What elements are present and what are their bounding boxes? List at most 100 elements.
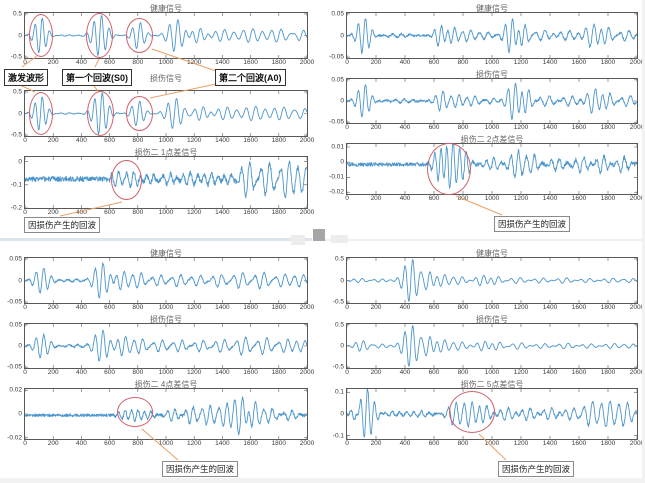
x-tick-label: 200 <box>47 440 59 447</box>
x-tick-label: 200 <box>47 209 59 216</box>
x-tick-label: 0 <box>345 440 349 447</box>
x-tick-label: 600 <box>428 440 440 447</box>
x-tick-label: 200 <box>370 304 382 311</box>
x-tick-label: 1200 <box>513 124 529 131</box>
x-tick-label: 600 <box>428 124 440 131</box>
callout-label: 第一个回波(S0) <box>62 69 133 86</box>
x-tick-label: 400 <box>75 59 87 66</box>
quadrant-tl: 健康信号 0.5 0 -0.5 0 200 400 600 800 1000 1200 1400 160… <box>2 3 315 238</box>
x-tick-label: 2000 <box>629 59 645 66</box>
x-tick-label: 1200 <box>186 304 202 311</box>
x-tick-label: 1000 <box>158 369 174 376</box>
x-tick-label: 1800 <box>271 369 287 376</box>
x-tick-label: 600 <box>104 209 116 216</box>
x-tick-label: 1000 <box>158 137 174 144</box>
y-tick-label: 0 <box>18 158 22 166</box>
signal-waveform <box>24 396 308 436</box>
y-tick-label: -0.05 <box>7 298 22 306</box>
plot-area <box>346 388 638 440</box>
page-edge-bottom <box>0 478 645 483</box>
tick-marks <box>346 144 638 194</box>
highlight-ellipse <box>86 13 114 58</box>
y-tick-label: -0.2 <box>10 204 22 212</box>
plot-title: 损伤信号 <box>150 74 182 83</box>
x-tick-label: 1800 <box>271 209 287 216</box>
highlight-ellipse <box>448 390 495 433</box>
x-tick-label: 2000 <box>299 304 315 311</box>
x-tick-label: 400 <box>399 195 411 202</box>
x-tick-label: 1800 <box>600 440 616 447</box>
damage-echo-note: 因损伤产生的回波 <box>162 461 239 477</box>
y-tick-label: 0 <box>340 32 344 39</box>
y-tick-label: 0 <box>340 158 344 166</box>
x-tick-label: 2000 <box>299 59 315 66</box>
x-tick-label: 800 <box>132 440 144 447</box>
y-tick-label: -0.5 <box>332 298 344 306</box>
x-tick-label: 1600 <box>243 137 258 144</box>
y-tick-label: 0 <box>18 110 22 117</box>
plot-area <box>346 257 638 304</box>
x-tick-label: 200 <box>47 369 59 376</box>
highlight-ellipse <box>125 96 153 131</box>
y-tick-label: -0.01 <box>329 173 344 181</box>
x-tick-label: 1000 <box>484 440 500 447</box>
x-tick-label: 1600 <box>571 124 587 131</box>
x-tick-label: 800 <box>457 59 469 66</box>
x-tick-label: 600 <box>104 369 116 376</box>
plot-title: 损伤二 4点差信号 <box>134 380 198 389</box>
x-tick-label: 1200 <box>186 59 202 66</box>
highlight-ellipse <box>29 14 54 57</box>
x-tick-label: 0 <box>23 137 27 144</box>
signal-waveform <box>24 262 308 299</box>
x-tick-label: 400 <box>75 304 87 311</box>
x-tick-label: 1000 <box>158 440 174 447</box>
x-tick-label: 200 <box>370 124 382 131</box>
y-tick-label: -0.5 <box>10 131 22 139</box>
callout-label: 第二个回波(A0) <box>215 69 286 86</box>
x-tick-label: 1600 <box>571 440 587 447</box>
x-tick-label: 600 <box>104 304 116 311</box>
x-tick-label: 0 <box>345 304 349 311</box>
x-tick-label: 2000 <box>629 124 645 131</box>
x-tick-label: 1200 <box>186 209 202 216</box>
x-tick-label: 2000 <box>299 209 315 216</box>
x-tick-label: 800 <box>457 195 469 202</box>
x-tick-label: 200 <box>370 440 382 447</box>
x-tick-label: 1200 <box>513 59 529 66</box>
x-tick-label: 1800 <box>600 195 616 202</box>
signal-waveform <box>24 329 308 362</box>
x-tick-label: 0 <box>345 195 349 202</box>
damage-echo-note: 因损伤产生的回波 <box>24 217 101 233</box>
x-tick-label: 1800 <box>600 59 616 66</box>
y-tick-label: 0.5 <box>12 88 22 96</box>
x-tick-label: 200 <box>370 195 382 202</box>
x-tick-label: 1200 <box>186 137 202 144</box>
x-tick-label: 1400 <box>542 124 558 131</box>
signal-waveform <box>346 82 638 120</box>
y-tick-label: -0.05 <box>7 363 22 371</box>
resize-handle[interactable] <box>313 229 325 241</box>
x-tick-label: 1800 <box>600 124 616 131</box>
waveform-plot <box>24 324 308 368</box>
plot-title: 健康信号 <box>476 249 508 258</box>
x-tick-label: 1600 <box>243 440 258 447</box>
signal-waveform <box>346 143 638 189</box>
x-tick-label: 1800 <box>271 137 287 144</box>
highlight-ellipse <box>427 143 471 195</box>
x-tick-label: 1400 <box>215 304 230 311</box>
half-divider-left <box>0 238 312 241</box>
x-tick-label: 400 <box>399 369 411 376</box>
x-tick-label: 400 <box>75 369 87 376</box>
x-tick-label: 1400 <box>542 304 558 311</box>
x-tick-label: 400 <box>75 209 87 216</box>
x-tick-label: 400 <box>399 304 411 311</box>
waveform-plot <box>346 324 638 368</box>
x-tick-label: 1800 <box>600 304 616 311</box>
plot-title: 损伤信号 <box>476 315 508 324</box>
half-divider-right <box>322 239 643 241</box>
y-tick-label: -0.5 <box>332 363 344 371</box>
x-tick-label: 2000 <box>629 369 645 376</box>
damage-echo-note: 因损伤产生的回波 <box>498 461 575 477</box>
x-tick-label: 600 <box>428 195 440 202</box>
